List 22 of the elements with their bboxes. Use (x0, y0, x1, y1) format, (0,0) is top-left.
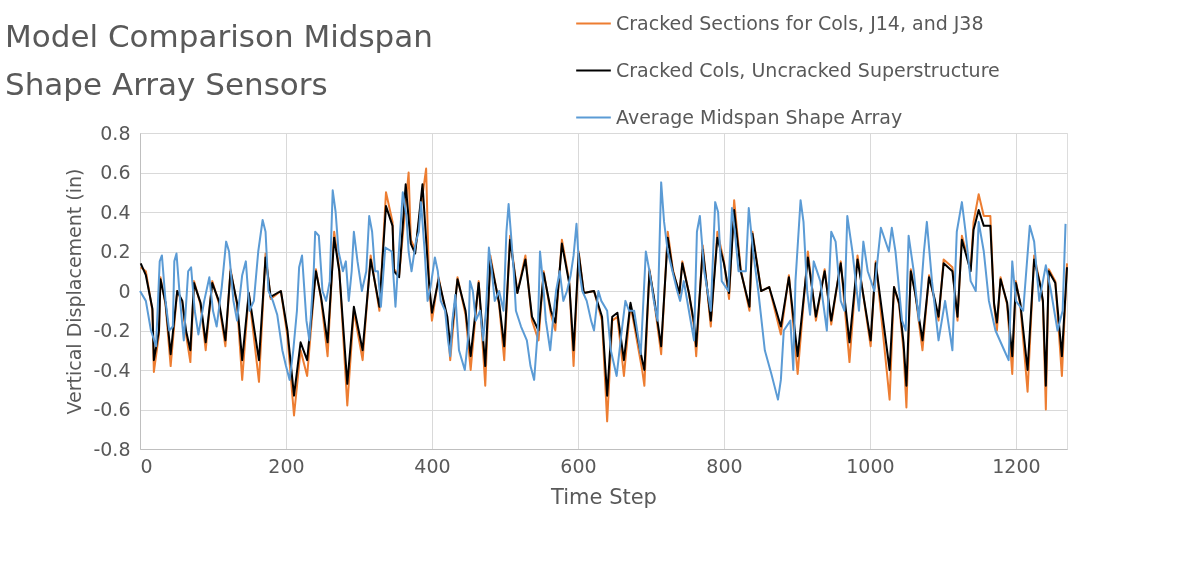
y-tick-label: 0.6 (100, 161, 131, 183)
y-tick-label: 0 (118, 279, 131, 302)
legend-label: Average Midspan Shape Array (616, 105, 903, 128)
y-tick-label: -0.2 (93, 319, 131, 341)
y-tick-label: 0.2 (100, 240, 131, 262)
y-tick-label: -0.4 (93, 358, 131, 381)
x-tick-label: 1000 (846, 454, 895, 477)
y-axis-title: Vertical Displacement (in) (63, 168, 86, 415)
x-tick-label: 800 (706, 454, 743, 477)
y-tick-label: 0.8 (100, 121, 131, 144)
x-tick-label: 0 (140, 454, 153, 477)
legend-label: Cracked Cols, Uncracked Superstructure (616, 58, 1000, 81)
legend-label: Cracked Sections for Cols, J14, and J38 (616, 11, 984, 34)
x-tick-label: 1200 (992, 454, 1041, 477)
y-tick-label: 0.4 (100, 200, 131, 223)
y-tick-label: -0.8 (93, 437, 131, 460)
chart-title: Model Comparison Midspan Shape Array Sensors (5, 18, 433, 102)
x-tick-label: 200 (268, 454, 305, 477)
x-tick-label: 400 (414, 454, 451, 477)
y-tick-label: -0.6 (93, 398, 131, 420)
x-axis-title: Time Step (550, 484, 657, 509)
x-tick-label: 600 (560, 454, 597, 477)
